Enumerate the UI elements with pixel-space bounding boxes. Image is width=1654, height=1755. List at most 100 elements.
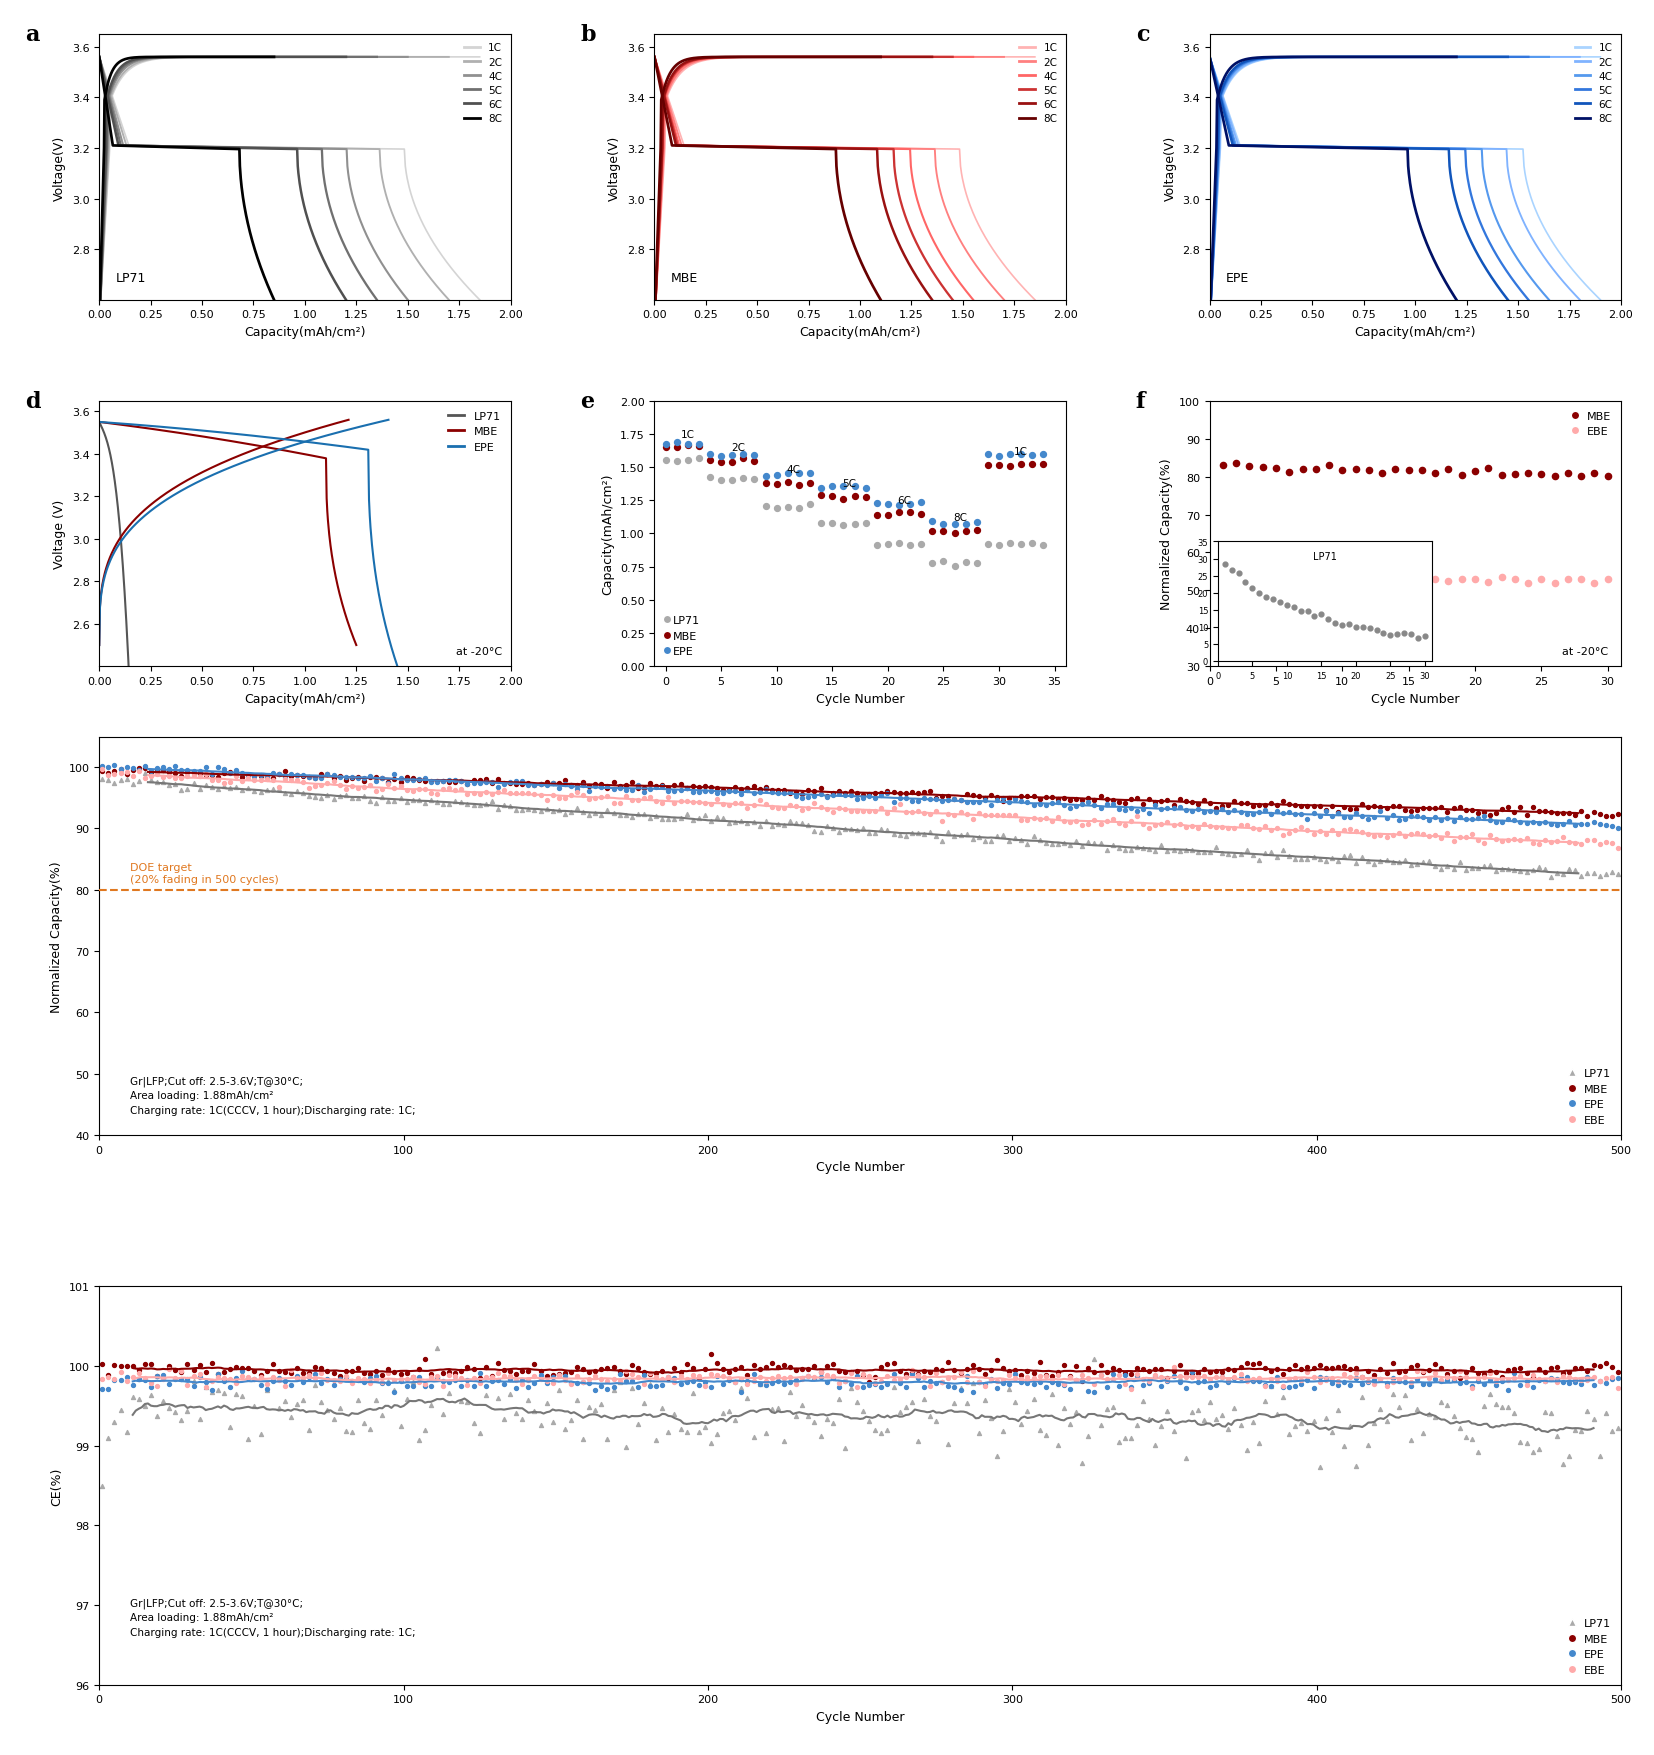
Point — [1495, 1357, 1522, 1385]
Point — [673, 1367, 700, 1395]
Point — [1045, 1358, 1072, 1386]
Point — [1416, 1371, 1442, 1399]
Point — [807, 820, 834, 848]
Point — [1032, 792, 1059, 820]
Point — [344, 1386, 370, 1415]
Point — [503, 770, 529, 799]
Point — [1021, 806, 1047, 834]
Point — [1197, 790, 1224, 818]
Point — [893, 1360, 920, 1388]
Point — [448, 776, 475, 804]
Point — [989, 1353, 1016, 1381]
Point — [1027, 1348, 1054, 1376]
Point — [1093, 835, 1120, 863]
Point — [1386, 807, 1413, 835]
Point — [832, 779, 858, 807]
Point — [896, 498, 923, 526]
Point — [1197, 839, 1224, 867]
Point — [911, 1385, 938, 1413]
Point — [235, 762, 261, 790]
Point — [1173, 1358, 1199, 1386]
Point — [460, 792, 486, 820]
Point — [1009, 827, 1035, 855]
Point — [235, 1425, 261, 1453]
Point — [1396, 565, 1422, 593]
Point — [1227, 1353, 1254, 1381]
Point — [1191, 1367, 1217, 1395]
Point — [369, 1367, 395, 1395]
Point — [1561, 811, 1588, 839]
Point — [905, 1360, 931, 1388]
Point — [1575, 811, 1601, 839]
Point — [1057, 1364, 1083, 1392]
Point — [842, 472, 868, 500]
Point — [126, 1385, 152, 1413]
Point — [698, 807, 724, 835]
Point — [1202, 795, 1229, 823]
Point — [716, 777, 743, 806]
Point — [978, 827, 1004, 855]
Point — [1538, 1365, 1565, 1393]
Point — [996, 1362, 1022, 1390]
Point — [1446, 1358, 1472, 1386]
Point — [1118, 807, 1145, 835]
Point — [509, 1365, 536, 1393]
Point — [789, 1365, 815, 1393]
Point — [1543, 1353, 1570, 1381]
Point — [1197, 797, 1224, 825]
Point — [830, 472, 857, 500]
Point — [228, 776, 255, 804]
Point — [1543, 811, 1570, 839]
Point — [655, 1364, 681, 1392]
Point — [1021, 823, 1047, 851]
Point — [729, 441, 756, 469]
Point — [303, 1353, 329, 1381]
Point — [1136, 1404, 1163, 1432]
Point — [326, 1362, 352, 1390]
Point — [741, 792, 767, 820]
Point — [552, 770, 579, 799]
Point — [777, 779, 804, 807]
Point — [582, 1395, 609, 1423]
Point — [1184, 1364, 1211, 1392]
Point — [898, 777, 925, 806]
Point — [1441, 1367, 1467, 1395]
Point — [996, 1371, 1022, 1399]
Point — [966, 1418, 992, 1446]
Point — [278, 781, 304, 809]
Legend: LP71, MBE, EPE: LP71, MBE, EPE — [660, 611, 705, 662]
Point — [1507, 827, 1533, 855]
Point — [1470, 802, 1497, 830]
Point — [271, 779, 298, 807]
Point — [174, 1365, 200, 1393]
Point — [1502, 1355, 1528, 1383]
Point — [314, 1367, 341, 1395]
Text: f: f — [1136, 391, 1145, 412]
Point — [1343, 1353, 1370, 1381]
Point — [1257, 1372, 1284, 1400]
Point — [1550, 1362, 1576, 1390]
Point — [437, 790, 463, 818]
Point — [576, 1369, 602, 1397]
Point — [344, 784, 370, 813]
Point — [625, 1409, 652, 1437]
Point — [1191, 1362, 1217, 1390]
Point — [260, 1364, 286, 1392]
Point — [119, 756, 146, 784]
Point — [1300, 1374, 1327, 1402]
Point — [716, 809, 743, 837]
Point — [887, 792, 913, 820]
Point — [863, 502, 890, 530]
Point — [1475, 569, 1502, 597]
Point — [880, 1360, 906, 1388]
Point — [741, 779, 767, 807]
Point — [380, 1376, 407, 1404]
Point — [533, 772, 559, 800]
Point — [151, 1365, 177, 1393]
Point — [1452, 1358, 1479, 1386]
Point — [114, 755, 141, 783]
Point — [235, 1353, 261, 1381]
Point — [832, 795, 858, 823]
Point — [868, 779, 895, 807]
Point — [96, 1423, 122, 1451]
